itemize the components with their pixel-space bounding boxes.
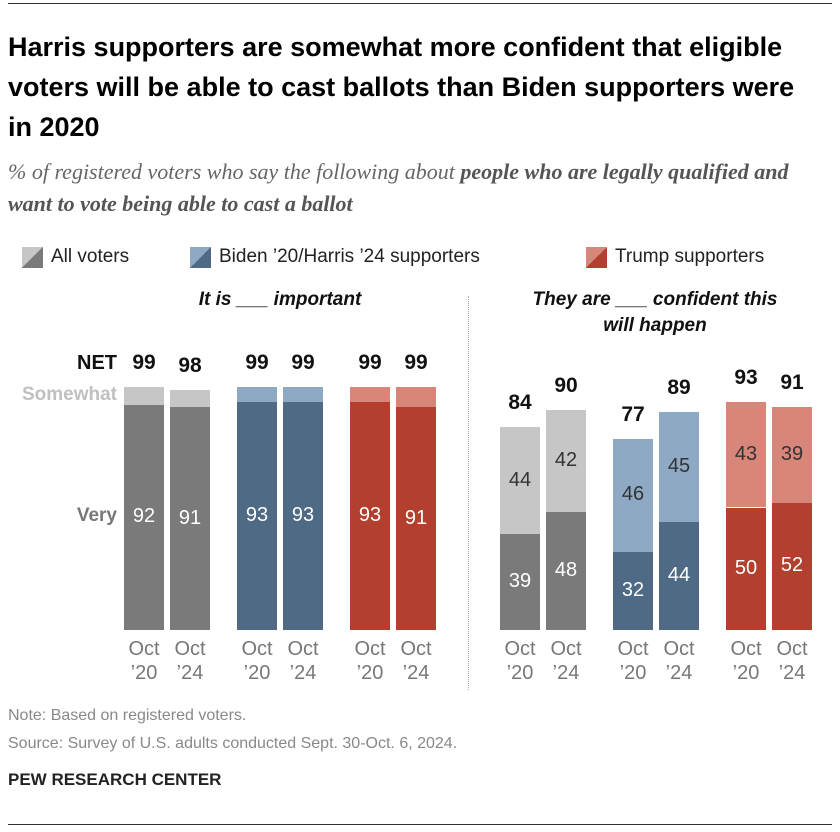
- x-tick-label: Oct ’20: [241, 638, 273, 684]
- total-label: 99: [358, 351, 382, 375]
- total-name: NET: [77, 352, 117, 375]
- x-tick-label: Oct ’20: [617, 638, 649, 684]
- bar-segment: [500, 534, 540, 630]
- total-label: 91: [780, 371, 804, 395]
- segment-name: Somewhat: [21, 384, 117, 406]
- panel-title: They are ___ confident this will happen: [532, 289, 778, 336]
- legend-swatch: [586, 246, 607, 268]
- legend-label: All voters: [51, 246, 130, 267]
- segment-label: 91: [404, 506, 428, 529]
- bar-segment: [772, 502, 812, 630]
- x-tick-label: Oct ’24: [174, 638, 206, 684]
- total-label: 99: [404, 351, 428, 375]
- total-label: 90: [554, 373, 578, 397]
- legend-item: Biden ’20/Harris ’24 supporters: [190, 246, 480, 268]
- x-tick-label: Oct ’20: [128, 638, 160, 684]
- bottom-rule: [8, 824, 832, 825]
- subtitle-emphasis: people who are legally qualified and wan…: [8, 159, 789, 216]
- bar-segment: [726, 507, 766, 630]
- panel-title: It is ___ important: [198, 289, 362, 310]
- segment-label: 93: [291, 504, 315, 527]
- bar-segment: [546, 512, 586, 630]
- segment-label: 44: [508, 468, 532, 491]
- bar-segment: [237, 387, 277, 403]
- x-tick-label: Oct ’24: [287, 638, 319, 684]
- bar-segment: [350, 402, 390, 630]
- segment-label: 92: [132, 505, 156, 528]
- bar-segment: [772, 407, 812, 503]
- bar-segment: [170, 389, 210, 408]
- x-tick-label: Oct ’24: [663, 638, 695, 684]
- source: Source: Survey of U.S. adults conducted …: [8, 735, 458, 752]
- total-label: 89: [667, 375, 691, 399]
- bar-segment: [170, 407, 210, 630]
- total-label: 93: [734, 366, 758, 390]
- total-label: 84: [508, 390, 532, 414]
- x-tick-label: Oct ’20: [354, 638, 386, 684]
- bar-segment: [283, 387, 323, 403]
- title: Harris supporters are somewhat more conf…: [8, 32, 795, 142]
- segment-label: 48: [554, 559, 578, 582]
- bar-segment: [500, 426, 540, 535]
- segment-label: 91: [178, 506, 202, 529]
- bar-segment: [124, 404, 164, 630]
- segment-name: Very: [76, 505, 117, 527]
- x-tick-label: Oct ’20: [730, 638, 762, 684]
- bar-segment: [726, 402, 766, 508]
- bar-segment: [283, 402, 323, 630]
- bar-segment: [613, 438, 653, 552]
- segment-label: 52: [780, 554, 804, 577]
- x-tick-label: Oct ’20: [504, 638, 536, 684]
- legend-swatch: [190, 246, 211, 268]
- bar-segment: [396, 387, 436, 408]
- bar-segment: [124, 387, 164, 405]
- segment-label: 50: [734, 556, 758, 579]
- note: Note: Based on registered voters.: [8, 707, 247, 724]
- bar-segment: [237, 402, 277, 630]
- segment-label: 43: [734, 442, 758, 465]
- legend-label: Biden ’20/Harris ’24 supporters: [219, 246, 480, 267]
- segment-label: 39: [508, 570, 532, 593]
- total-label: 98: [178, 353, 202, 377]
- total-label: 77: [621, 402, 645, 426]
- bar-segment: [659, 411, 699, 523]
- segment-label: 46: [621, 483, 645, 506]
- footer: PEW RESEARCH CENTER: [8, 770, 222, 789]
- total-label: 99: [291, 351, 315, 375]
- bar-segment: [613, 551, 653, 630]
- subtitle-text: % of registered voters who say the follo…: [8, 159, 455, 184]
- bar-segment: [350, 387, 390, 403]
- segment-label: 45: [667, 455, 691, 478]
- segment-label: 44: [667, 564, 691, 587]
- x-tick-label: Oct ’24: [400, 638, 432, 684]
- bar-segment: [396, 407, 436, 630]
- top-rule: [8, 3, 832, 4]
- x-tick-label: Oct ’24: [776, 638, 808, 684]
- bar-segment: [546, 409, 586, 513]
- segment-label: 93: [245, 504, 269, 527]
- segment-label: 42: [554, 448, 578, 471]
- segment-label: 32: [621, 578, 645, 601]
- bar-segment: [659, 522, 699, 630]
- total-label: 99: [245, 351, 269, 375]
- subtitle: % of registered voters who say the follo…: [8, 156, 808, 220]
- legend-label: Trump supporters: [615, 246, 765, 267]
- total-label: 99: [132, 351, 156, 375]
- x-tick-label: Oct ’24: [550, 638, 582, 684]
- legend-item: All voters: [22, 246, 129, 268]
- legend-item: Trump supporters: [586, 246, 764, 268]
- panel-divider: [468, 296, 469, 690]
- legend-swatch: [22, 246, 43, 268]
- segment-label: 39: [780, 442, 804, 465]
- segment-label: 93: [358, 504, 382, 527]
